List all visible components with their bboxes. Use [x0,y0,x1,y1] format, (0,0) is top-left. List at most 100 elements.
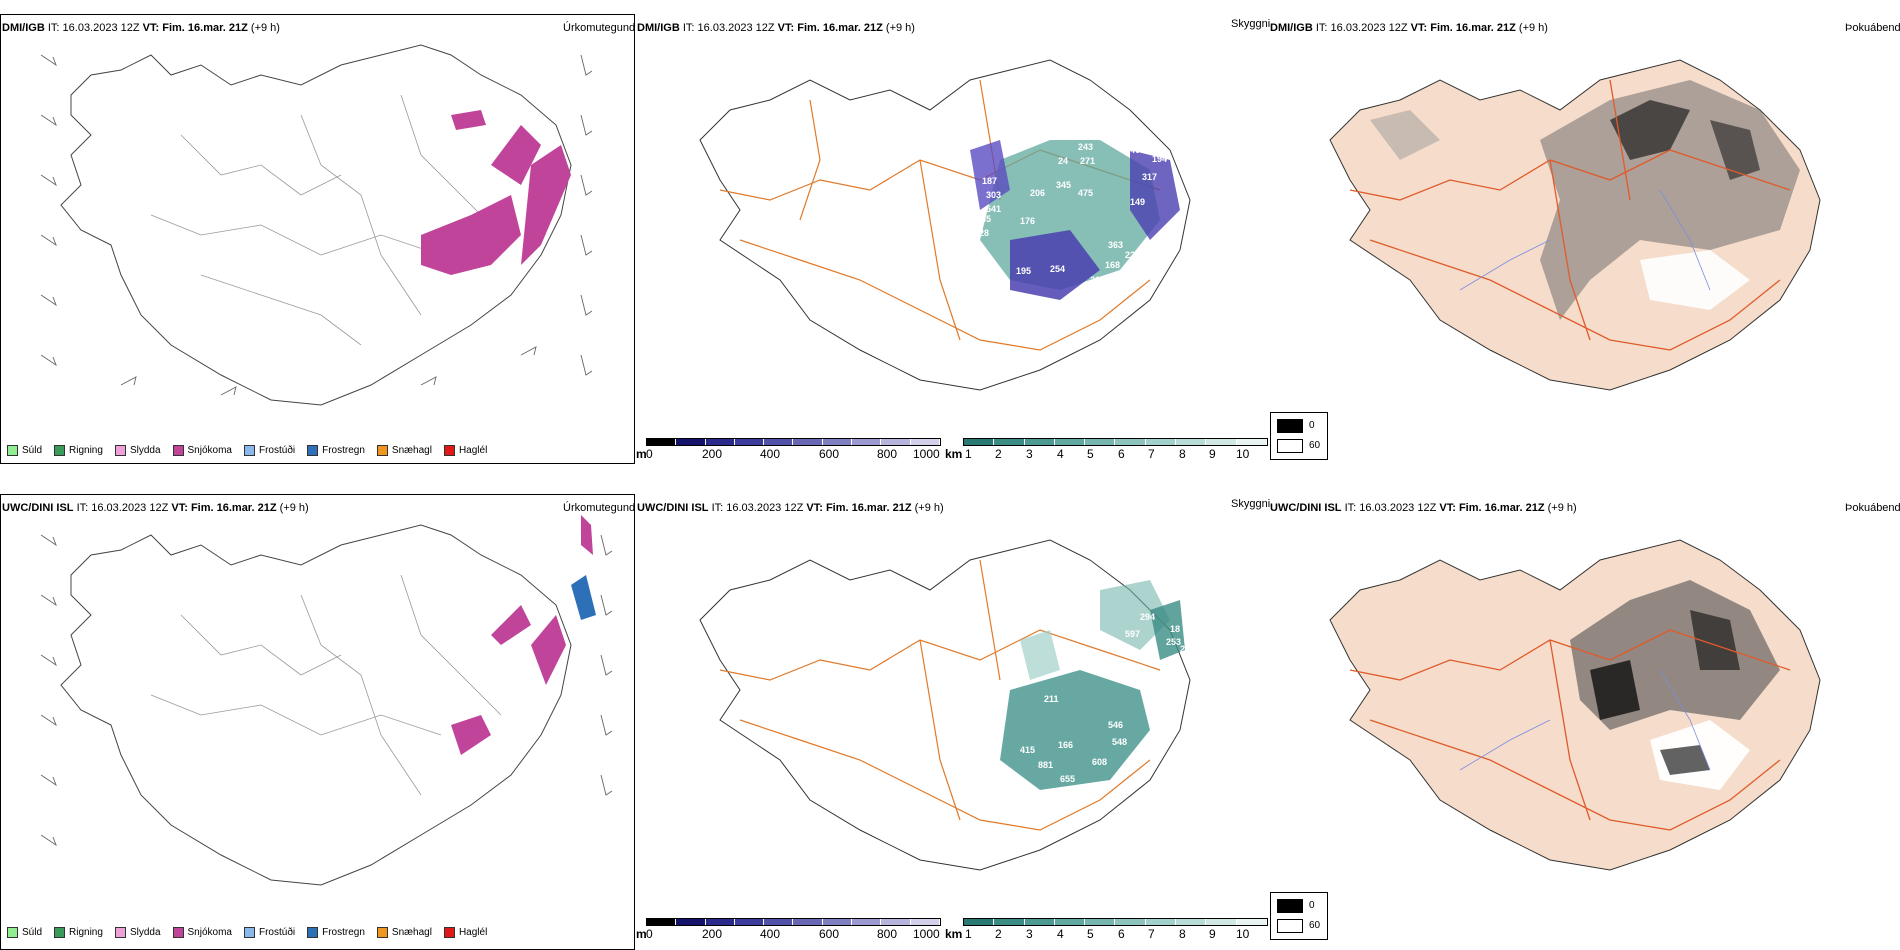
svg-text:243: 243 [1078,142,1093,152]
row1-header-ceiling: DMI/IGB IT: 16.03.2023 12Z VT: Fim. 16.m… [637,22,915,34]
ceiling-labels-top: 300 392 243 24 271 240 194 317 187 303 2… [950,124,1167,310]
svg-text:168: 168 [1105,260,1120,270]
legend-item: Slydda [114,445,161,456]
legend-item: Snæhagl [376,927,432,938]
fog-shading [1370,80,1800,320]
svg-text:223: 223 [1125,250,1140,260]
iceland-map-fog-bottom [1329,539,1821,871]
iceland-map-fog-top [1329,59,1821,391]
iceland-map-precip-top [40,44,593,406]
svg-text:208: 208 [1063,300,1078,310]
svg-text:149: 149 [1130,197,1145,207]
legend-item: Súld [7,927,42,938]
svg-text:548: 548 [1112,737,1127,747]
svg-text:541: 541 [986,204,1001,214]
legend-item: Snjókoma [172,445,232,456]
svg-text:26: 26 [1180,644,1190,654]
low-visibility-area [970,140,1180,300]
legend-item: Frostúði [243,927,295,938]
legend-item: Rigning [54,445,103,456]
wind-barbs [40,54,593,396]
svg-text:18: 18 [1170,624,1180,634]
svg-text:194: 194 [1152,154,1167,164]
legend-item: Frostregn [307,445,365,456]
legend-item: Snæhagl [376,445,432,456]
wind-barbs [40,534,613,847]
precip-panel-top: Súld Rigning Slydda Snjókoma Frostúði Fr… [0,14,635,464]
legend-item: Frostregn [307,927,365,938]
svg-text:511: 511 [950,212,965,222]
svg-text:166: 166 [1058,740,1073,750]
precip-panel-bottom: Súld Rigning Slydda Snjókoma Frostúði Fr… [0,494,635,950]
panel-title-fog-bottom: Þokuábendi [1845,502,1900,514]
svg-text:345: 345 [1056,180,1071,190]
svg-text:218: 218 [1090,275,1105,285]
row1-header-fog: DMI/IGB IT: 16.03.2023 12Z VT: Fim. 16.m… [1270,22,1548,34]
row1-header-precip: DMI/IGB IT: 16.03.2023 12Z VT: Fim. 16.m… [2,22,280,34]
svg-text:271: 271 [1080,156,1095,166]
row2-header-precip: UWC/DINI ISL IT: 16.03.2023 12Z VT: Fim.… [2,502,309,514]
svg-text:608: 608 [1092,757,1107,767]
rivers [1459,669,1711,771]
precip-legend-bottom: Súld Rigning Slydda Snjókoma Frostúði Fr… [7,927,493,938]
svg-text:253: 253 [1166,637,1181,647]
iceland-map-precip-bottom [40,515,613,886]
svg-text:546: 546 [1108,720,1123,730]
legend-item: Snjókoma [172,927,232,938]
svg-text:176: 176 [1020,216,1035,226]
legend-item: Súld [7,445,42,456]
row2-header-fog: UWC/DINI ISL IT: 16.03.2023 12Z VT: Fim.… [1270,502,1577,514]
rivers [1459,189,1711,291]
precip-legend-top: Súld Rigning Slydda Snjókoma Frostúði Fr… [7,445,493,456]
svg-text:317: 317 [1142,172,1157,182]
svg-text:328: 328 [974,228,989,238]
legend-item: Haglél [443,445,487,456]
snowfall-areas [421,110,571,275]
panel-title-ceiling-bottom: Skyggni [1231,498,1271,510]
legend-item: Rigning [54,927,103,938]
svg-text:24: 24 [1058,156,1068,166]
svg-text:597: 597 [1125,629,1140,639]
svg-text:655: 655 [1060,774,1075,784]
svg-text:392: 392 [1105,124,1120,134]
fog-legend-bottom: 0 60 [1270,892,1328,940]
svg-text:475: 475 [1078,188,1093,198]
iceland-map-ceiling-top: 300 392 243 24 271 240 194 317 187 303 2… [699,59,1191,391]
ceiling-colorbar-top: m 0 200 400 600 800 1000 [636,438,942,461]
model-name: UWC/DINI ISL [2,502,74,514]
fog-legend-top: 0 60 [1270,412,1328,460]
svg-text:254: 254 [1050,264,1065,274]
model-name: DMI/IGB [2,22,45,34]
row2-header-ceiling: UWC/DINI ISL IT: 16.03.2023 12Z VT: Fim.… [637,502,944,514]
roads [719,559,1161,831]
svg-text:187: 187 [982,176,997,186]
legend-item: Frostúði [243,445,295,456]
svg-text:303: 303 [986,190,1001,200]
legend-item: Haglél [443,927,487,938]
svg-text:415: 415 [1020,745,1035,755]
ceiling-colorbar-bottom: m 0 200 400 600 800 1000 [636,918,942,941]
low-visibility-area [1000,580,1185,790]
visibility-colorbar-top: km 1 2 3 4 5 6 7 8 9 10 [945,438,1270,461]
svg-text:345: 345 [976,214,991,224]
roads [1349,629,1791,831]
svg-text:240: 240 [1125,145,1140,155]
svg-text:363: 363 [1108,240,1123,250]
svg-text:294: 294 [1140,612,1155,622]
svg-text:881: 881 [1038,760,1053,770]
visibility-colorbar-bottom: km 1 2 3 4 5 6 7 8 9 10 [945,918,1270,941]
panel-title-fog: Þokuábendi [1845,22,1900,34]
panel-title-precip: Úrkomutegund [563,22,636,34]
roads [1349,79,1791,351]
panel-title-ceiling: Skyggni [1231,18,1271,30]
svg-text:206: 206 [1030,188,1045,198]
ceiling-labels-bottom: 294 597 18 253 26 211 546 548 415 166 88… [1020,612,1190,784]
svg-text:211: 211 [1044,694,1059,704]
panel-title-precip-bottom: Úrkomutegund [563,502,636,514]
svg-text:300: 300 [1080,127,1095,137]
svg-text:195: 195 [1016,266,1031,276]
iceland-map-ceiling-bottom: 294 597 18 253 26 211 546 548 415 166 88… [699,539,1191,871]
legend-item: Slydda [114,927,161,938]
fog-shading [1570,580,1780,790]
snowfall-areas [451,515,596,755]
